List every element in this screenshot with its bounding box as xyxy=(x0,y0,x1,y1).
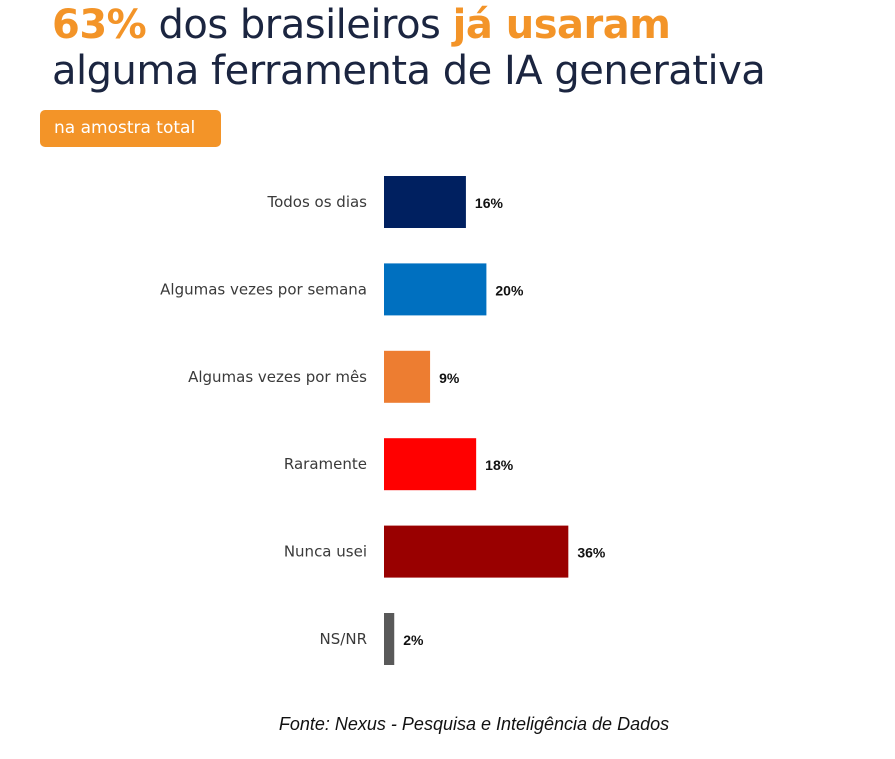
value-label: 18% xyxy=(485,457,514,473)
value-label: 2% xyxy=(403,632,424,648)
bar xyxy=(384,176,466,228)
title-line-1: 63% dos brasileiros já usaram xyxy=(52,2,765,48)
category-label: Nunca usei xyxy=(284,543,367,561)
subtitle-badge: na amostra total xyxy=(40,110,221,147)
bar xyxy=(384,350,431,403)
bar xyxy=(384,613,395,665)
value-label: 20% xyxy=(495,282,524,298)
chart-title: 63% dos brasileiros já usaram alguma fer… xyxy=(52,2,766,94)
value-label: 36% xyxy=(577,545,606,561)
title-highlight-percent: 63% xyxy=(52,2,147,48)
bar xyxy=(384,438,477,491)
value-label: 9% xyxy=(439,370,460,386)
category-label: NS/NR xyxy=(320,630,367,648)
category-label: Todos os dias xyxy=(266,193,367,211)
bar xyxy=(384,263,487,316)
bar xyxy=(384,525,569,578)
source-note: Fonte: Nexus - Pesquisa e Inteligência d… xyxy=(278,714,670,734)
value-label: 16% xyxy=(475,195,504,211)
title-text: dos brasileiros xyxy=(146,2,453,48)
category-label: Algumas vezes por semana xyxy=(160,280,367,298)
category-label: Raramente xyxy=(284,455,367,473)
title-line-2: alguma ferramenta de IA generativa xyxy=(52,48,766,94)
category-label: Algumas vezes por mês xyxy=(188,368,367,386)
title-highlight-phrase: já usaram xyxy=(452,2,671,48)
